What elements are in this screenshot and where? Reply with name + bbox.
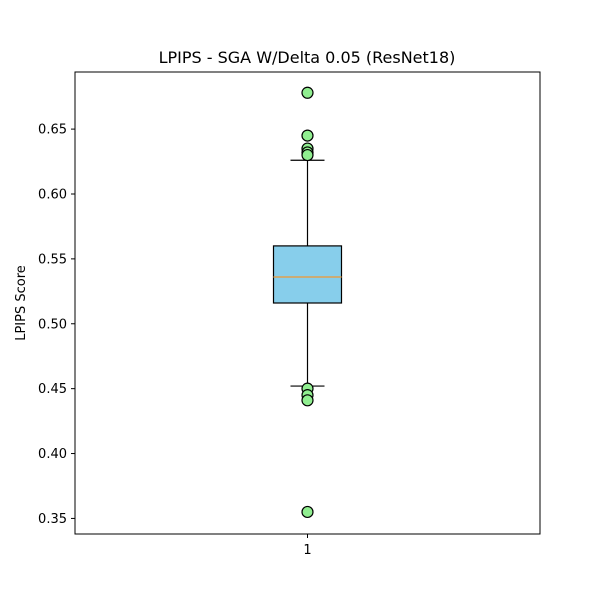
outlier-point [301,148,314,162]
x-axis-ticks: 1 [303,534,312,558]
y-tick-label: 0.35 [38,512,67,527]
outlier-point [301,86,314,99]
outlier-point [301,394,314,407]
y-tick-label: 0.40 [38,447,67,462]
interquartile-box [272,245,343,304]
y-tick-label: 0.50 [38,317,67,332]
outlier-points [301,86,314,519]
y-axis-title: LPIPS Score [14,265,29,341]
y-tick-label: 0.65 [38,123,67,138]
y-tick-label: 0.45 [38,382,67,397]
y-tick-label: 0.55 [38,252,67,267]
plot-area-frame [74,71,541,535]
outlier-point [301,129,314,142]
outlier-point [301,505,314,519]
y-tick-label: 0.60 [38,187,67,202]
y-axis-ticks: 0.35 0.40 0.45 0.50 0.55 0.60 0.65 [38,123,75,527]
x-tick-label: 1 [303,543,311,558]
box-plot-element [272,159,343,387]
chart-title: LPIPS - SGA W/Delta 0.05 (ResNet18) [159,48,456,67]
